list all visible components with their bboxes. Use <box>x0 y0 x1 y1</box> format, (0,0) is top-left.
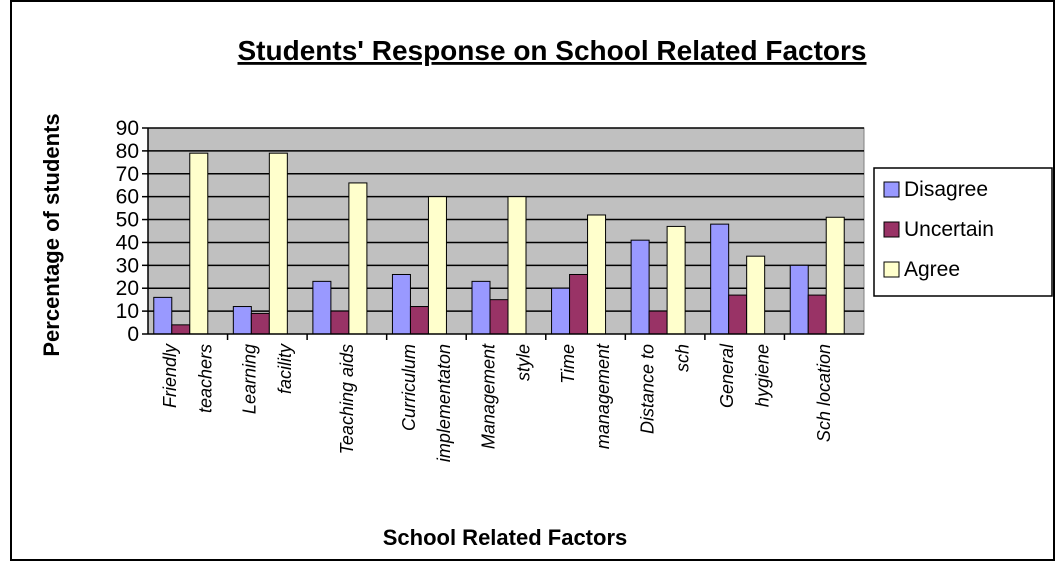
bar-agree <box>825 216 845 335</box>
legend-swatch-uncertain <box>883 221 900 238</box>
x-category-line: management <box>593 343 613 449</box>
legend-swatch-disagree <box>883 181 900 198</box>
bar-agree <box>666 225 686 335</box>
x-category-label: General hygiene <box>717 343 772 408</box>
x-category-line: teachers <box>195 344 215 413</box>
bar-disagree <box>232 306 252 335</box>
x-category-line: Curriculum <box>399 344 419 431</box>
x-category-label: Curriculum implementaton <box>399 344 454 462</box>
bar-disagree <box>471 280 491 335</box>
x-category-label: Learning facility <box>240 343 295 414</box>
y-tick-label: 30 <box>116 254 139 277</box>
x-category-line: style <box>514 344 534 381</box>
legend-label-uncertain: Uncertain <box>904 218 994 241</box>
bar-uncertain <box>648 310 668 335</box>
bar-uncertain <box>250 312 270 335</box>
x-category-line: Learning <box>240 344 260 414</box>
x-category-line: General <box>717 343 737 408</box>
bar-agree <box>189 152 209 335</box>
chart-frame: Students' Response on School Related Fac… <box>10 0 1055 561</box>
x-category-label: Time management <box>558 343 613 449</box>
y-tick-label: 60 <box>116 186 139 209</box>
bar-agree <box>268 152 288 335</box>
x-category-line: Friendly <box>160 343 180 408</box>
y-tick-label: 0 <box>127 323 139 346</box>
x-category-line: Teaching aids <box>337 344 357 454</box>
bar-agree <box>427 196 447 335</box>
x-category-label: Management style <box>478 343 533 449</box>
bar-uncertain <box>409 306 429 335</box>
bar-disagree <box>789 264 809 335</box>
x-category-line: facility <box>275 343 295 394</box>
bar-disagree <box>153 296 173 335</box>
x-category-line: sch <box>673 344 693 372</box>
bar-uncertain <box>807 294 827 335</box>
bar-uncertain <box>171 324 191 335</box>
bar-agree <box>507 196 527 335</box>
bar-agree <box>746 255 766 335</box>
x-category-line: Distance to <box>638 344 658 434</box>
bar-uncertain <box>728 294 748 335</box>
legend-swatch-agree <box>883 261 900 278</box>
y-axis-title: Percentage of students <box>39 113 64 356</box>
y-tick-label: 50 <box>116 209 139 232</box>
y-tick-label: 40 <box>116 231 139 254</box>
x-category-label: Friendly teachers <box>160 343 215 413</box>
chart-title: Students' Response on School Related Fac… <box>238 35 867 66</box>
x-category-line: Management <box>478 343 498 449</box>
x-category-labels: Friendly teachers Learning facility Teaching… <box>160 343 834 462</box>
bar-disagree <box>710 223 730 335</box>
legend-label-agree: Agree <box>904 258 960 281</box>
bar-uncertain <box>330 310 350 335</box>
x-category-line: hygiene <box>752 344 772 407</box>
x-axis-title: School Related Factors <box>383 525 628 550</box>
axes <box>142 127 864 340</box>
y-tick-label: 70 <box>116 163 139 186</box>
x-category-line: Time <box>558 344 578 384</box>
x-category-label: Sch location <box>814 344 834 442</box>
bar-agree <box>587 214 607 335</box>
x-category-label: Distance to sch <box>638 344 693 434</box>
x-category-line: implementaton <box>434 344 454 462</box>
bar-uncertain <box>569 273 589 335</box>
legend: Disagree Uncertain Agree <box>873 167 1053 297</box>
bar-agree <box>348 182 368 335</box>
legend-box <box>873 167 1053 297</box>
y-tick-label: 20 <box>116 277 139 300</box>
bar-disagree <box>391 273 411 335</box>
bar-disagree <box>312 280 332 335</box>
y-tick-label: 10 <box>116 300 139 323</box>
x-category-line: Sch location <box>814 344 834 442</box>
bar-uncertain <box>489 299 509 335</box>
bar-disagree <box>630 239 650 335</box>
y-tick-label: 80 <box>116 140 139 163</box>
bar-disagree <box>551 287 571 335</box>
y-tick-label: 90 <box>116 117 139 140</box>
legend-label-disagree: Disagree <box>904 178 988 201</box>
chart: Students' Response on School Related Fac… <box>39 35 1053 550</box>
x-category-label: Teaching aids <box>337 344 357 454</box>
